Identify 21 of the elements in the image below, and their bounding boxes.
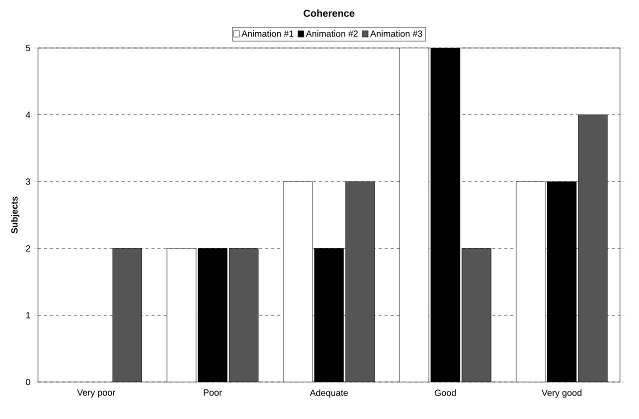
x-tick-label: Adequate (310, 389, 348, 398)
bar (228, 248, 258, 382)
y-tick-label: 1 (26, 312, 30, 318)
bar (462, 248, 492, 382)
bar (345, 181, 375, 382)
legend-label: Animation #1 (242, 30, 294, 37)
x-tick-label: Very poor (77, 389, 116, 398)
x-tick-label: Very good (542, 389, 582, 398)
y-tick-label: 3 (26, 178, 30, 185)
legend-label: Animation #3 (370, 30, 422, 37)
chart-title: Coherence (304, 10, 354, 17)
y-tick-label: 5 (26, 44, 30, 52)
bar (112, 248, 142, 382)
y-tick-label: 2 (26, 245, 30, 252)
y-axis-title: Subjects (11, 196, 20, 234)
y-tick-label: 4 (26, 112, 30, 118)
y-tick-label: 0 (26, 378, 30, 386)
x-tick-label: Good (434, 389, 456, 396)
legend-label: Animation #2 (306, 30, 358, 37)
bar (578, 114, 608, 382)
x-tick-label: Poor (204, 389, 222, 396)
